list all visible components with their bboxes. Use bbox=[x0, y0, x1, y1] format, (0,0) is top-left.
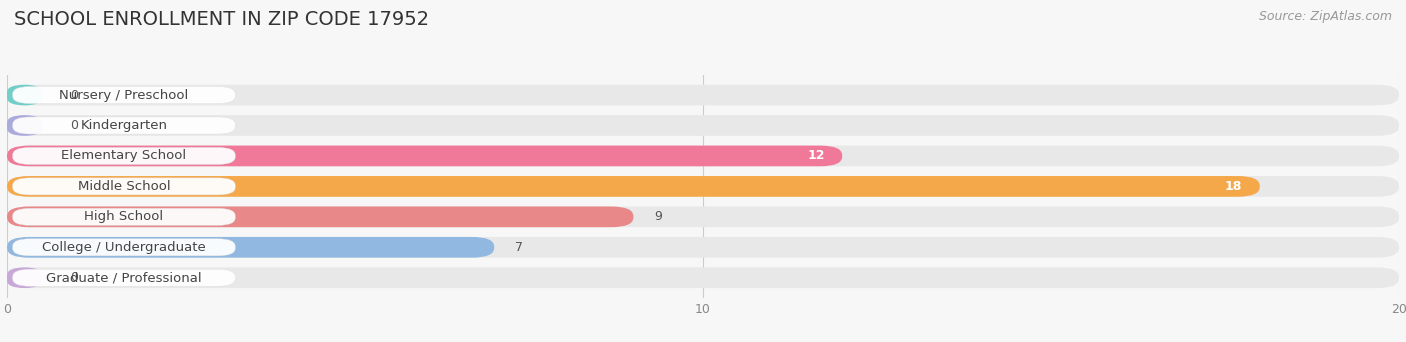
FancyBboxPatch shape bbox=[13, 178, 235, 195]
FancyBboxPatch shape bbox=[7, 237, 1399, 258]
FancyBboxPatch shape bbox=[7, 237, 495, 258]
Text: Elementary School: Elementary School bbox=[62, 149, 187, 162]
FancyBboxPatch shape bbox=[7, 85, 42, 105]
FancyBboxPatch shape bbox=[7, 267, 42, 288]
Text: 12: 12 bbox=[807, 149, 825, 162]
Text: Nursery / Preschool: Nursery / Preschool bbox=[59, 89, 188, 102]
FancyBboxPatch shape bbox=[13, 269, 235, 286]
FancyBboxPatch shape bbox=[7, 176, 1260, 197]
FancyBboxPatch shape bbox=[7, 267, 1399, 288]
FancyBboxPatch shape bbox=[13, 117, 235, 134]
Text: College / Undergraduate: College / Undergraduate bbox=[42, 241, 205, 254]
FancyBboxPatch shape bbox=[7, 85, 1399, 105]
FancyBboxPatch shape bbox=[7, 207, 1399, 227]
FancyBboxPatch shape bbox=[13, 87, 235, 104]
Text: Source: ZipAtlas.com: Source: ZipAtlas.com bbox=[1258, 10, 1392, 23]
FancyBboxPatch shape bbox=[7, 176, 1399, 197]
Text: Middle School: Middle School bbox=[77, 180, 170, 193]
FancyBboxPatch shape bbox=[7, 115, 1399, 136]
Text: High School: High School bbox=[84, 210, 163, 223]
FancyBboxPatch shape bbox=[13, 147, 235, 165]
FancyBboxPatch shape bbox=[7, 146, 1399, 166]
Text: 0: 0 bbox=[70, 89, 77, 102]
FancyBboxPatch shape bbox=[7, 115, 42, 136]
Text: SCHOOL ENROLLMENT IN ZIP CODE 17952: SCHOOL ENROLLMENT IN ZIP CODE 17952 bbox=[14, 10, 429, 29]
Text: 0: 0 bbox=[70, 119, 77, 132]
FancyBboxPatch shape bbox=[13, 239, 235, 256]
Text: 9: 9 bbox=[654, 210, 662, 223]
Text: 0: 0 bbox=[70, 271, 77, 284]
FancyBboxPatch shape bbox=[13, 208, 235, 225]
Text: 7: 7 bbox=[515, 241, 523, 254]
FancyBboxPatch shape bbox=[7, 146, 842, 166]
Text: Kindergarten: Kindergarten bbox=[80, 119, 167, 132]
Text: 18: 18 bbox=[1225, 180, 1243, 193]
FancyBboxPatch shape bbox=[7, 207, 633, 227]
Text: Graduate / Professional: Graduate / Professional bbox=[46, 271, 202, 284]
